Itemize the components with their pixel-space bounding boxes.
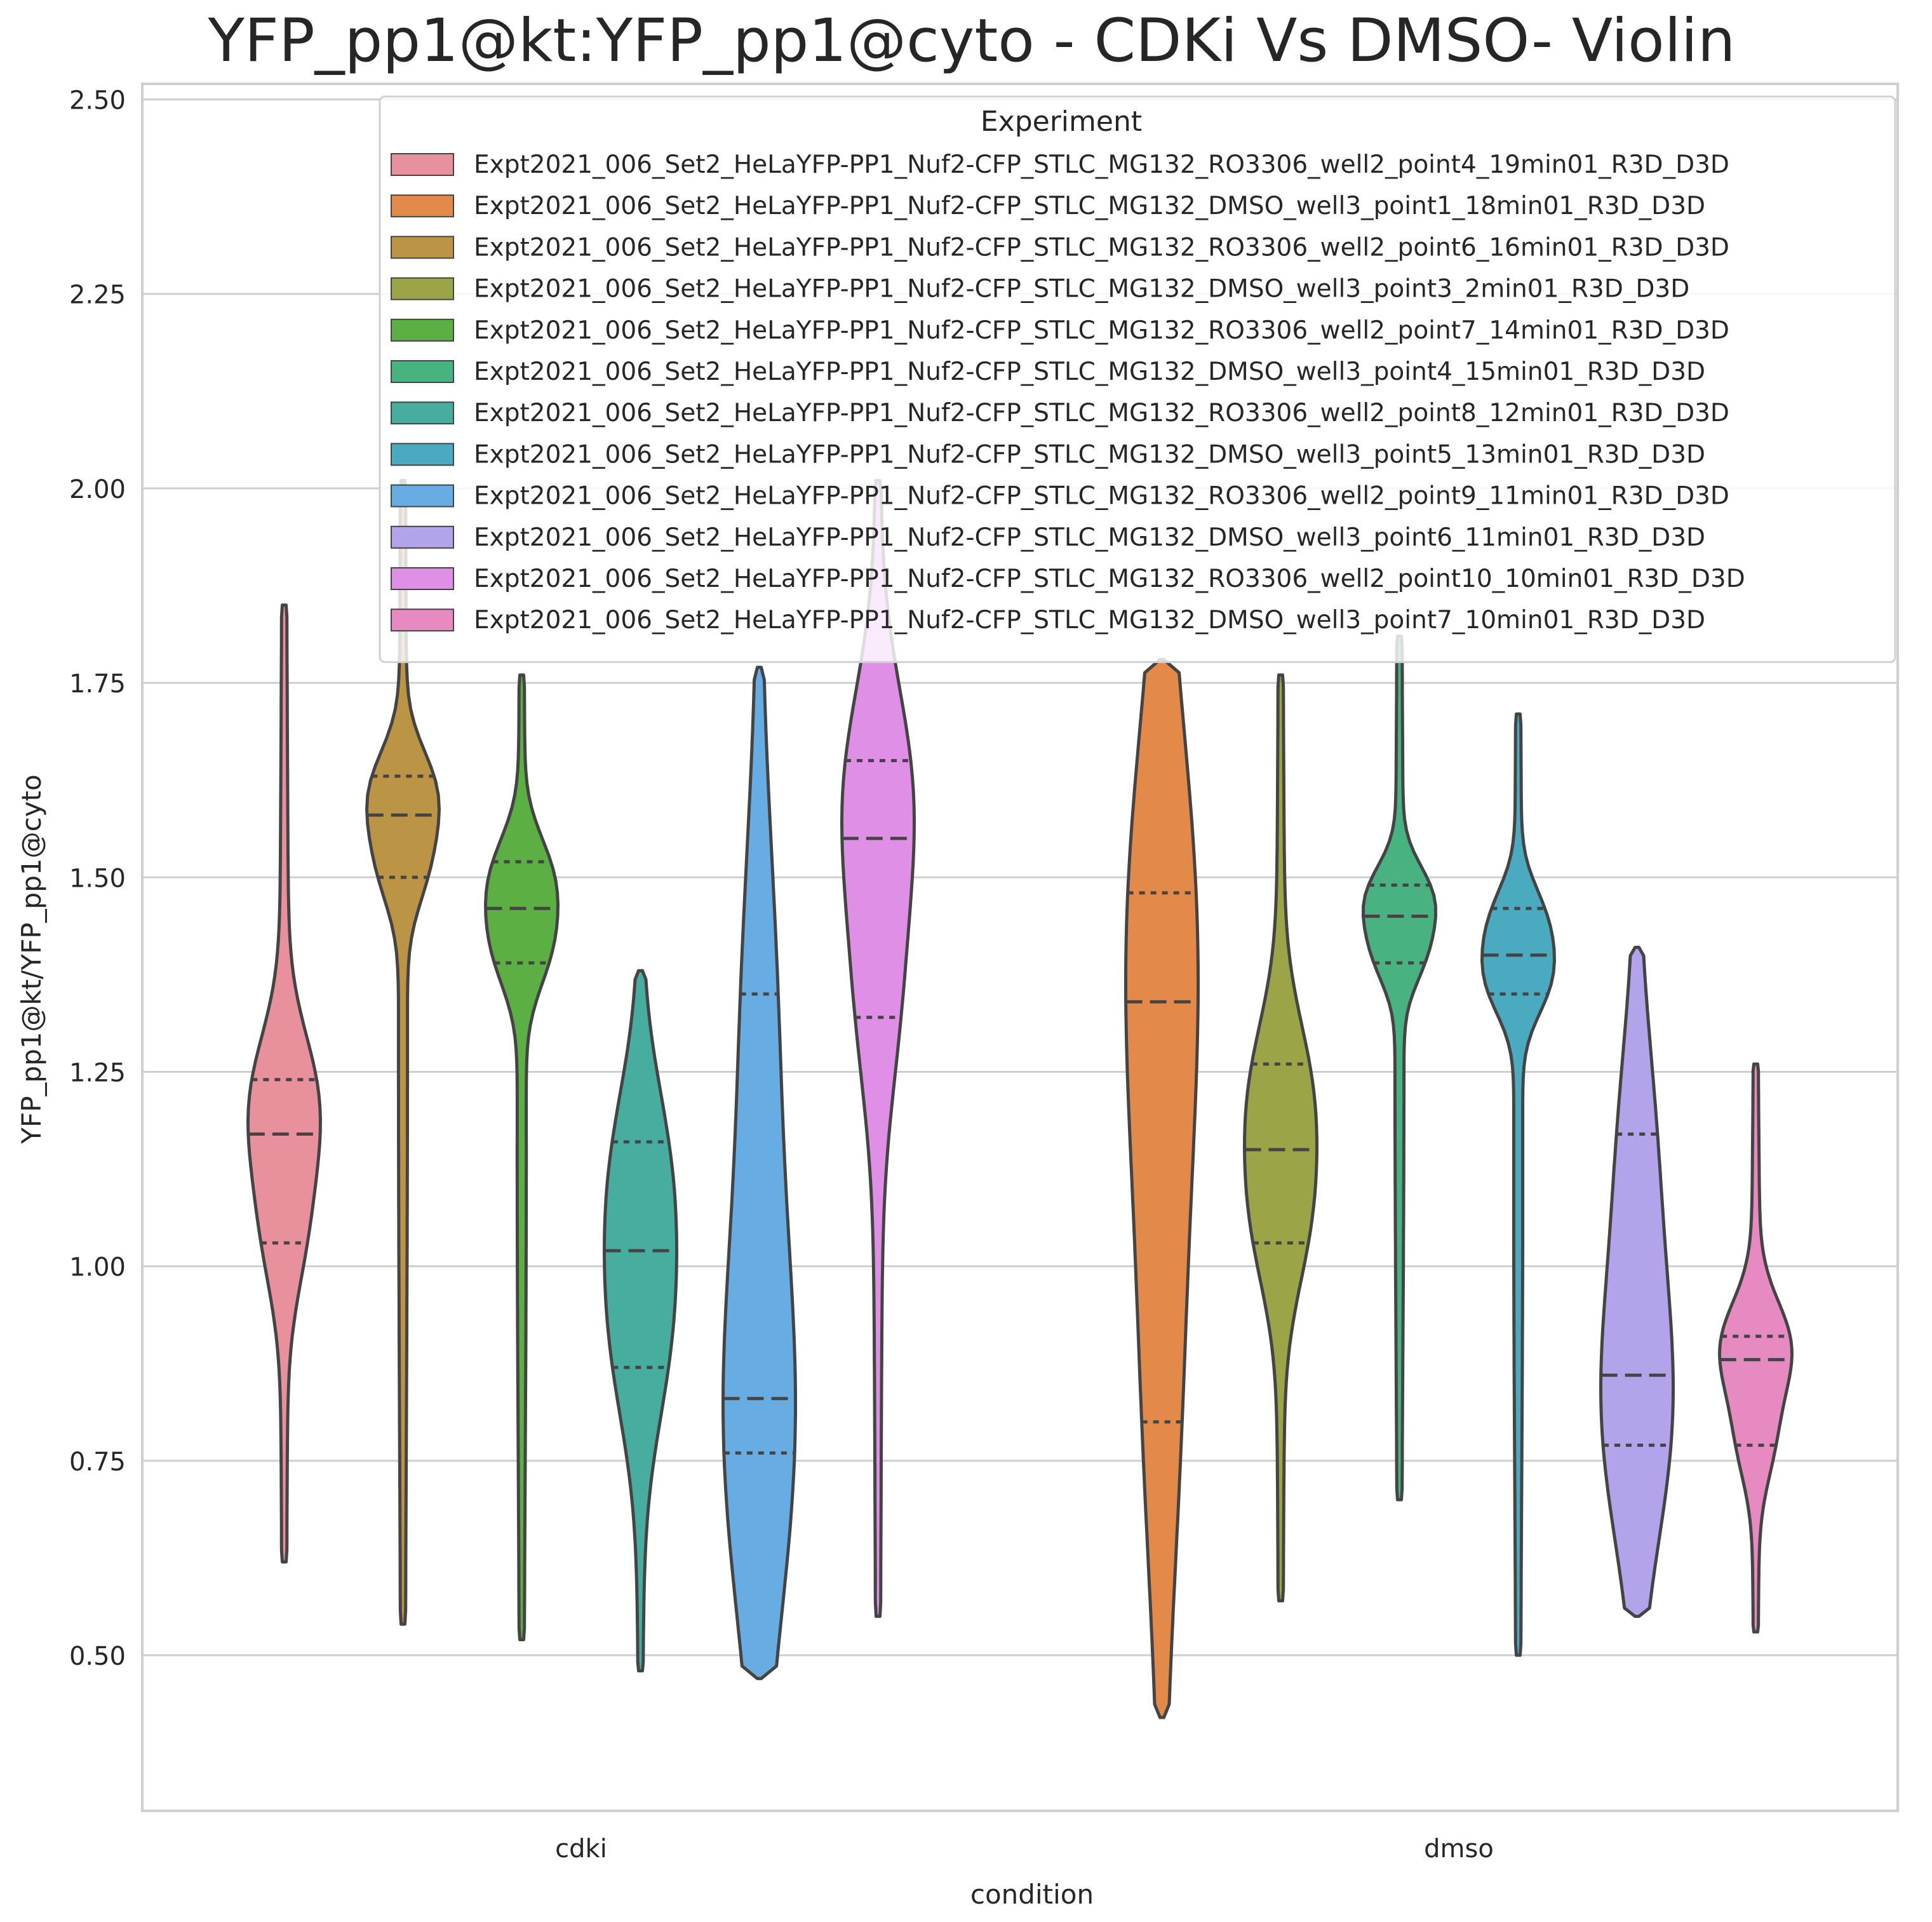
legend-entry-label: Expt2021_006_Set2_HeLaYFP-PP1_Nuf2-CFP_S… [474,606,1705,635]
y-tick-label: 2.00 [69,475,126,504]
legend-entry-label: Expt2021_006_Set2_HeLaYFP-PP1_Nuf2-CFP_S… [474,192,1705,220]
legend-swatch [391,236,454,259]
legend-swatch [391,153,454,176]
legend-swatch [391,194,454,218]
violin-body [1124,657,1200,1719]
x-tick-label: cdki [555,1834,607,1864]
legend-entry-label: Expt2021_006_Set2_HeLaYFP-PP1_Nuf2-CFP_S… [474,358,1705,386]
violin-body [603,969,678,1672]
legend: Experiment Expt2021_006_Set2_HeLaYFP-PP1_… [379,95,1896,663]
y-tick-label: 1.50 [69,864,126,893]
legend-swatch [391,443,454,466]
violin-body [1243,673,1318,1603]
y-tick-label: 1.25 [69,1058,126,1087]
x-axis-label: condition [970,1879,1094,1910]
violin-body [1599,946,1675,1618]
chart-title: YFP_pp1@kt:YFP_pp1@cyto - CDKi Vs DMSO- … [208,6,1736,76]
legend-entry-label: Expt2021_006_Set2_HeLaYFP-PP1_Nuf2-CFP_S… [474,233,1729,262]
y-tick-label: 0.50 [69,1642,126,1671]
legend-swatch [391,360,454,383]
legend-swatch [391,401,454,425]
violin-body [246,603,322,1564]
violin-body [1362,635,1437,1502]
axes: 0.50 0.75 1.00 1.25 1.50 1.75 2.00 2.25 2.50 cdki… [69,83,1899,1864]
violin-body [721,666,797,1681]
plot-frame [141,83,1899,1812]
legend-swatch [391,484,454,507]
y-axis-label: YFP_pp1@kt/YFP_pp1@cyto [16,774,47,1144]
violins [246,479,1794,1719]
legend-entry-label: Expt2021_006_Set2_HeLaYFP-PP1_Nuf2-CFP_S… [474,316,1729,345]
violin-body [1480,712,1556,1657]
y-tick-label: 1.00 [69,1253,126,1282]
y-tick-label: 2.50 [69,86,126,115]
legend-swatch [391,567,454,590]
violin-body [1718,1062,1794,1634]
legend-entry-label: Expt2021_006_Set2_HeLaYFP-PP1_Nuf2-CFP_S… [474,523,1705,552]
legend-swatch [391,525,454,549]
x-tick-label: dmso [1424,1834,1494,1864]
legend-entry-label: Expt2021_006_Set2_HeLaYFP-PP1_Nuf2-CFP_S… [474,151,1729,179]
legend-entry-label: Expt2021_006_Set2_HeLaYFP-PP1_Nuf2-CFP_S… [474,482,1729,511]
legend-entry-label: Expt2021_006_Set2_HeLaYFP-PP1_Nuf2-CFP_S… [474,275,1689,304]
legend-entry-label: Expt2021_006_Set2_HeLaYFP-PP1_Nuf2-CFP_S… [474,565,1745,593]
y-tick-label: 0.75 [69,1448,126,1477]
y-tick-label: 1.75 [69,669,126,699]
y-tick-label: 2.25 [69,281,126,310]
legend-entry-label: Expt2021_006_Set2_HeLaYFP-PP1_Nuf2-CFP_S… [474,440,1705,469]
legend-entry-label: Expt2021_006_Set2_HeLaYFP-PP1_Nuf2-CFP_S… [474,399,1729,427]
legend-swatch [391,318,454,342]
violin-body [484,673,560,1641]
legend-box [379,95,1896,663]
legend-swatch [391,608,454,632]
legend-swatch [391,277,454,300]
legend-title: Experiment [981,105,1142,138]
